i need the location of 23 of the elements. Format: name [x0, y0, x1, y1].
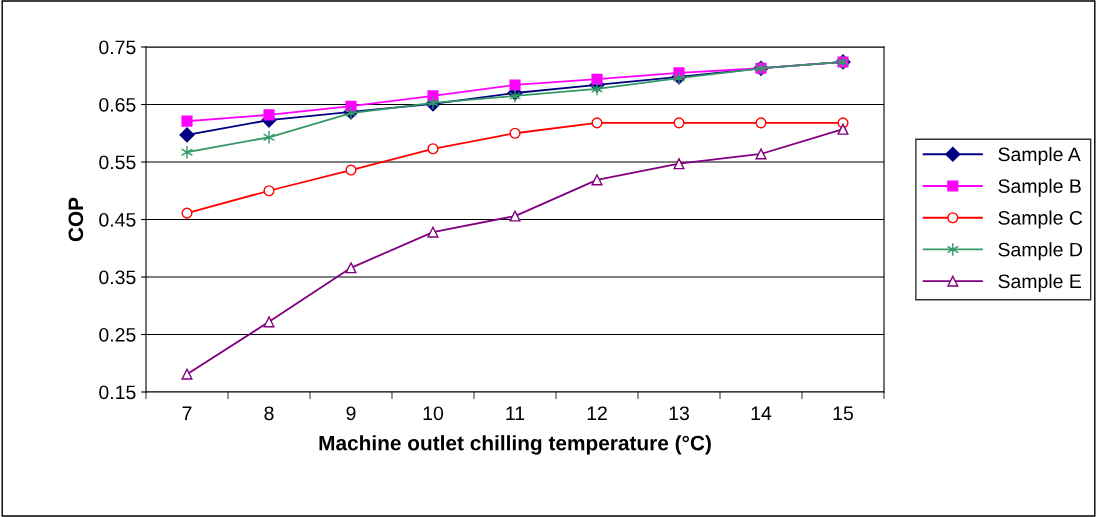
x-tick-label: 9: [346, 406, 356, 421]
y-tick-label: 0.25: [99, 327, 136, 342]
y-axis-title: COP: [68, 197, 84, 242]
x-axis-title: Machine outlet chilling temperature (°C): [319, 435, 711, 455]
legend-label: Sample E: [998, 273, 1081, 293]
legend-label: Sample D: [998, 242, 1082, 261]
x-tick-label: 13: [669, 406, 689, 421]
x-tick-label: 8: [264, 406, 274, 421]
x-tick-label: 10: [423, 406, 444, 421]
y-tick-label: 0.65: [99, 97, 136, 112]
legend-label: Sample A: [998, 146, 1081, 166]
x-tick-label: 15: [833, 406, 853, 421]
legend-label: Sample B: [998, 178, 1081, 197]
x-tick-label: 11: [506, 406, 525, 420]
y-tick-label: 0.45: [99, 212, 136, 227]
y-tick-label: 0.55: [99, 155, 136, 170]
x-tick-label: 12: [587, 406, 607, 420]
x-tick-label: 7: [182, 406, 192, 420]
legend-label: Sample C: [998, 210, 1083, 229]
y-tick-label: 0.15: [99, 385, 136, 400]
y-tick-label: 0.75: [99, 40, 136, 55]
y-tick-label: 0.35: [99, 270, 136, 285]
x-tick-label: 14: [751, 406, 772, 420]
